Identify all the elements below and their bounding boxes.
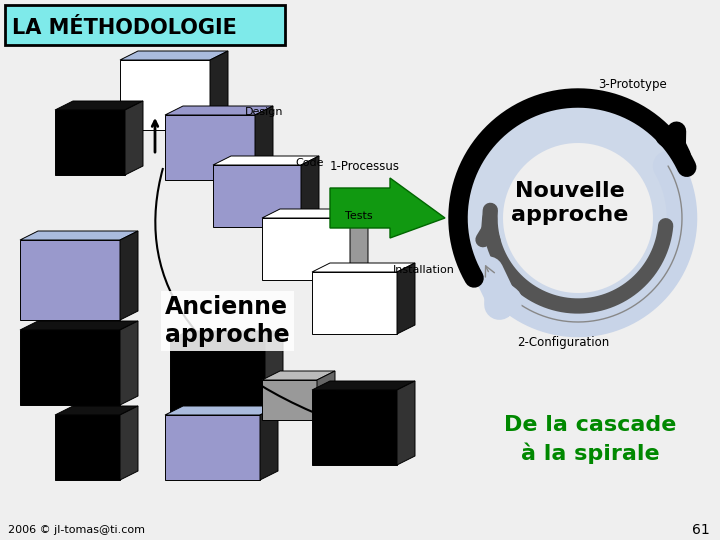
Polygon shape: [460, 100, 696, 336]
Polygon shape: [120, 321, 138, 405]
Polygon shape: [262, 371, 335, 380]
Polygon shape: [20, 330, 120, 405]
Polygon shape: [312, 390, 397, 465]
Polygon shape: [120, 60, 210, 130]
Polygon shape: [330, 178, 445, 238]
Polygon shape: [170, 340, 265, 415]
Text: 3-Prototype: 3-Prototype: [598, 78, 667, 91]
Polygon shape: [260, 406, 278, 480]
Polygon shape: [262, 380, 317, 420]
Polygon shape: [265, 331, 283, 415]
Text: Design: Design: [245, 107, 284, 117]
Polygon shape: [120, 51, 228, 60]
Polygon shape: [20, 240, 120, 320]
Polygon shape: [312, 381, 415, 390]
Polygon shape: [397, 263, 415, 334]
Polygon shape: [55, 110, 125, 175]
Polygon shape: [262, 209, 368, 218]
Polygon shape: [120, 406, 138, 480]
Polygon shape: [165, 115, 255, 180]
Polygon shape: [165, 106, 273, 115]
Polygon shape: [213, 165, 301, 227]
Polygon shape: [20, 321, 138, 330]
Text: Tests: Tests: [345, 211, 373, 221]
Polygon shape: [165, 406, 278, 415]
Polygon shape: [255, 106, 273, 180]
Polygon shape: [125, 101, 143, 175]
Polygon shape: [312, 272, 397, 334]
Text: LA MÉTHODOLOGIE: LA MÉTHODOLOGIE: [12, 18, 237, 38]
Polygon shape: [20, 231, 138, 240]
Polygon shape: [165, 415, 260, 480]
Text: Ancienne
approche: Ancienne approche: [165, 295, 289, 347]
Polygon shape: [210, 51, 228, 130]
Text: 1-Processus: 1-Processus: [330, 160, 400, 173]
Text: Code: Code: [295, 158, 323, 168]
Text: 2-Configuration: 2-Configuration: [517, 336, 609, 349]
Text: 2006 © jl-tomas@ti.com: 2006 © jl-tomas@ti.com: [8, 525, 145, 535]
Text: Installation: Installation: [393, 265, 455, 275]
Polygon shape: [55, 415, 120, 480]
Polygon shape: [55, 101, 143, 110]
Polygon shape: [397, 381, 415, 465]
Polygon shape: [5, 5, 285, 45]
Polygon shape: [317, 371, 335, 420]
Polygon shape: [55, 406, 138, 415]
Polygon shape: [301, 156, 319, 227]
Polygon shape: [350, 209, 368, 280]
Text: 61: 61: [692, 523, 710, 537]
Text: De la cascade
à la spirale: De la cascade à la spirale: [504, 415, 676, 463]
Polygon shape: [170, 331, 283, 340]
Polygon shape: [262, 218, 350, 280]
Polygon shape: [213, 156, 319, 165]
Text: Spécifications: Spécifications: [155, 20, 233, 30]
Polygon shape: [312, 263, 415, 272]
Text: Nouvelle
approche: Nouvelle approche: [511, 180, 629, 225]
Polygon shape: [120, 231, 138, 320]
